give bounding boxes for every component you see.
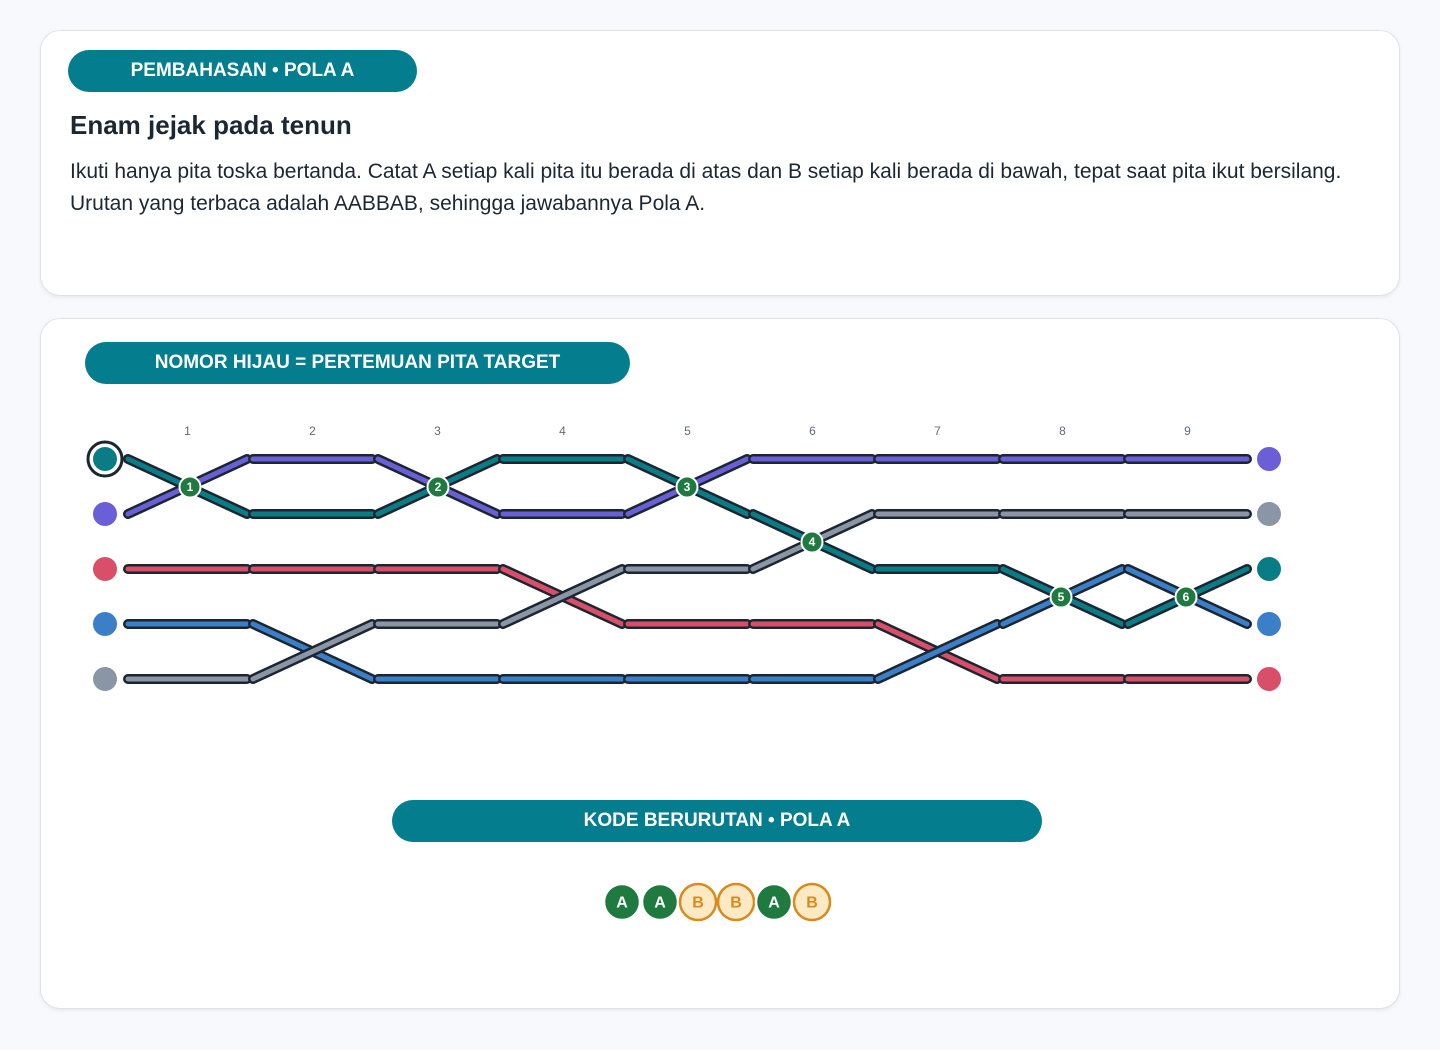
code-letter: A [654, 895, 666, 912]
crossing-marker [1174, 585, 1198, 609]
column-label: 3 [434, 424, 441, 438]
crossing-label: 1 [187, 480, 194, 494]
code-circle [716, 882, 756, 922]
header-badge: PEMBAHASAN • POLA A [68, 50, 417, 92]
diagram-badge: NOMOR HIJAU = PERTEMUAN PITA TARGET [85, 342, 630, 384]
column-label: 7 [934, 424, 941, 438]
code-circle [640, 882, 680, 922]
code-letter: A [768, 895, 780, 912]
end-dot [1257, 447, 1281, 471]
code-letter: B [806, 895, 818, 912]
column-label: 8 [1059, 424, 1066, 438]
code-letter: B [692, 895, 704, 912]
crossing-label: 3 [684, 480, 691, 494]
strand [875, 621, 1000, 682]
start-dot [93, 447, 117, 471]
crossing-label: 2 [435, 480, 442, 494]
strand [500, 566, 625, 627]
explanation: Ikuti hanya pita toska bertanda. Catat A… [70, 160, 1342, 215]
start-dot [93, 612, 117, 636]
column-label: 6 [809, 424, 816, 438]
column-label: 4 [559, 424, 566, 438]
code-letter: A [616, 895, 628, 912]
strand [250, 621, 375, 682]
start-dot [93, 502, 117, 526]
crossing-label: 6 [1183, 590, 1190, 604]
end-dot [1257, 557, 1281, 581]
end-dot [1257, 502, 1281, 526]
crossing-marker [1049, 585, 1073, 609]
start-dot [93, 557, 117, 581]
column-label: 1 [184, 424, 191, 438]
title: Enam jejak pada tenun [70, 110, 352, 140]
crossing-marker [675, 475, 699, 499]
code-circle [602, 882, 642, 922]
crossing-marker [800, 530, 824, 554]
column-label: 9 [1184, 424, 1191, 438]
start-dot [93, 667, 117, 691]
crossing-marker [426, 475, 450, 499]
code-circle [792, 882, 832, 922]
code-letter: B [730, 895, 742, 912]
crossing-label: 5 [1058, 590, 1065, 604]
code-circle [754, 882, 794, 922]
code-circle [678, 882, 718, 922]
column-label: 5 [684, 424, 691, 438]
crossing-marker [178, 475, 202, 499]
code-badge: KODE BERURUTAN • POLA A [392, 800, 1042, 842]
end-dot [1257, 612, 1281, 636]
crossing-label: 4 [809, 535, 816, 549]
end-dot [1257, 667, 1281, 691]
column-label: 2 [309, 424, 316, 438]
